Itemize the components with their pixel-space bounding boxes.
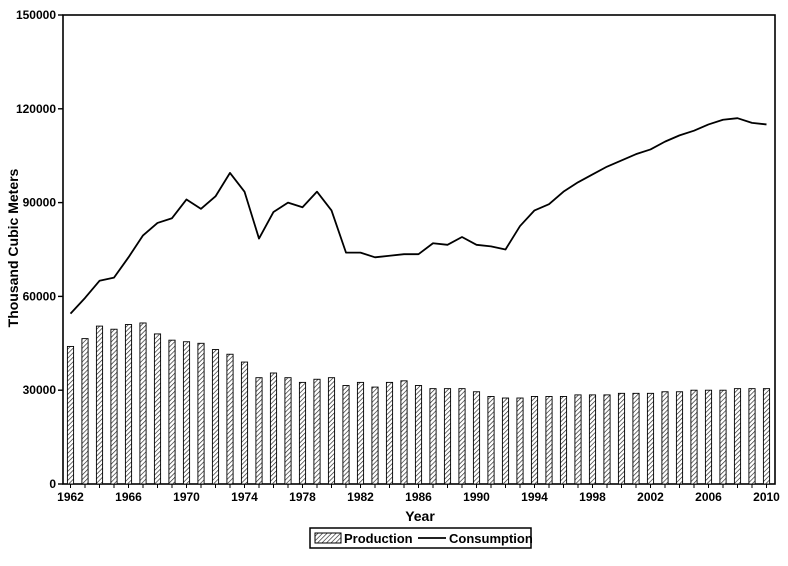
production-bars <box>67 323 769 484</box>
production-bar-1990 <box>473 392 479 484</box>
production-bar-2001 <box>633 393 639 484</box>
production-bar-1978 <box>299 382 305 484</box>
production-bar-1980 <box>328 378 334 484</box>
production-bar-1992 <box>502 398 508 484</box>
production-bar-1975 <box>256 378 262 484</box>
legend: Production Consumption <box>310 528 533 548</box>
production-bar-1963 <box>82 339 88 484</box>
production-bar-2004 <box>676 392 682 484</box>
production-bar-1987 <box>430 389 436 484</box>
production-bar-2007 <box>720 390 726 484</box>
y-tick-label: 30000 <box>23 383 57 397</box>
production-bar-1972 <box>212 350 218 484</box>
x-axis-title: Year <box>405 508 435 524</box>
production-bar-1966 <box>125 325 131 484</box>
x-tick-label: 1986 <box>405 490 432 504</box>
production-bar-2005 <box>691 390 697 484</box>
production-bar-1976 <box>270 373 276 484</box>
x-tick-label: 1998 <box>579 490 606 504</box>
production-bar-1969 <box>169 340 175 484</box>
x-tick-label: 1978 <box>289 490 316 504</box>
production-bar-1979 <box>314 379 320 484</box>
x-tick-label: 1970 <box>173 490 200 504</box>
production-bar-1988 <box>444 389 450 484</box>
production-bar-1999 <box>604 395 610 484</box>
production-bar-1962 <box>67 346 73 484</box>
production-bar-1981 <box>343 386 349 484</box>
legend-label-production: Production <box>344 531 413 546</box>
x-tick-label: 1966 <box>115 490 142 504</box>
production-bar-1998 <box>589 395 595 484</box>
production-bar-2006 <box>705 390 711 484</box>
production-bar-1983 <box>372 387 378 484</box>
production-bar-2008 <box>734 389 740 484</box>
production-bar-1968 <box>154 334 160 484</box>
y-tick-label: 0 <box>49 477 56 491</box>
x-tick-label: 1990 <box>463 490 490 504</box>
x-tick-label: 2002 <box>637 490 664 504</box>
consumption-line-layer <box>70 118 766 313</box>
production-bar-1991 <box>488 396 494 484</box>
production-bar-1977 <box>285 378 291 484</box>
y-tick-label: 60000 <box>23 289 57 303</box>
production-bar-1996 <box>560 396 566 484</box>
production-bar-1982 <box>357 382 363 484</box>
x-tick-label: 1994 <box>521 490 548 504</box>
production-bar-1967 <box>140 323 146 484</box>
production-bar-1971 <box>198 343 204 484</box>
production-bar-1973 <box>227 354 233 484</box>
legend-label-consumption: Consumption <box>449 531 533 546</box>
production-bar-1964 <box>96 326 102 484</box>
y-tick-label: 150000 <box>16 8 56 22</box>
production-bar-2003 <box>662 392 668 484</box>
consumption-line <box>71 118 767 313</box>
x-tick-label: 1974 <box>231 490 258 504</box>
production-bar-1997 <box>575 395 581 484</box>
production-bar-1984 <box>386 382 392 484</box>
y-tick-label: 90000 <box>23 196 57 210</box>
production-bar-1965 <box>111 329 117 484</box>
x-tick-label: 2010 <box>753 490 780 504</box>
production-bar-2009 <box>749 389 755 484</box>
production-bar-1985 <box>401 381 407 484</box>
production-bar-1974 <box>241 362 247 484</box>
production-bar-1994 <box>531 396 537 484</box>
production-bar-1986 <box>415 386 421 484</box>
production-bar-2010 <box>763 389 769 484</box>
production-bar-2002 <box>647 393 653 484</box>
production-bar-2000 <box>618 393 624 484</box>
production-bar-1970 <box>183 342 189 484</box>
production-bar-1993 <box>517 398 523 484</box>
production-bar-1995 <box>546 396 552 484</box>
x-tick-label: 1982 <box>347 490 374 504</box>
x-tick-label: 2006 <box>695 490 722 504</box>
y-axis: 0 30000 60000 90000 120000 150000 <box>16 8 63 491</box>
legend-swatch-production <box>315 533 341 543</box>
production-bar-1989 <box>459 389 465 484</box>
x-axis: 1962 1966 1970 1974 1978 1982 1986 1990 1994 1998… <box>57 484 780 504</box>
x-tick-label: 1962 <box>57 490 84 504</box>
y-tick-label: 120000 <box>16 102 56 116</box>
y-axis-title: Thousand Cubic Meters <box>5 168 21 327</box>
